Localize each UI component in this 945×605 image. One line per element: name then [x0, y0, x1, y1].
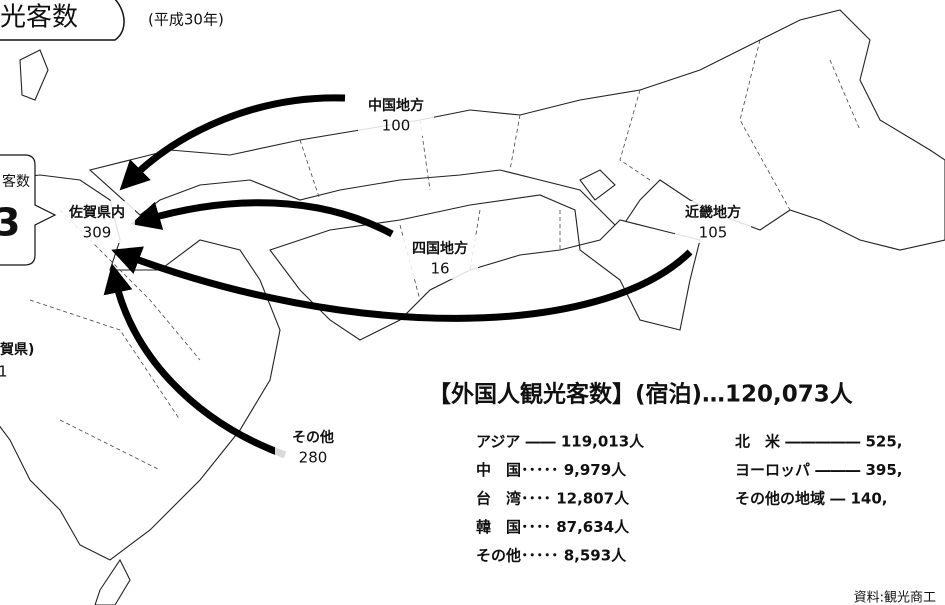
flow-name: 佐賀県内	[68, 204, 125, 221]
left-box: 客数 3	[0, 154, 57, 266]
foreign-row: 北 米 ――――― 525,	[735, 433, 902, 451]
left-note-value: 1	[0, 363, 8, 381]
flow-name: 四国地方	[412, 240, 468, 257]
left-note-label: 賀県)	[0, 341, 34, 358]
flow-label-bg	[358, 94, 434, 136]
flow-name: その他	[292, 429, 334, 446]
left-box-label: 客数	[2, 173, 30, 190]
flow-label-bg	[675, 201, 751, 243]
foreign-row: アジア ―― 119,013人	[476, 433, 645, 451]
flow-value: 309	[83, 224, 112, 242]
arrow-chugoku	[119, 94, 346, 191]
flow-label-bg	[402, 237, 478, 279]
foreign-row: ヨーロッパ ――― 395,	[735, 461, 902, 479]
foreign-row: 中 国･････ 9,979人	[476, 461, 627, 479]
source: 資料:観光商工	[854, 591, 936, 605]
landmass	[0, 9, 945, 605]
flow-value: 105	[699, 224, 728, 242]
foreign-title: 【外国人観光客数】(宿泊)…120,073人	[428, 381, 854, 408]
foreign-row: その他の地域 ― 140,	[735, 490, 887, 508]
flow-arrows	[103, 94, 693, 459]
foreign-row: 台 湾････ 12,807人	[476, 490, 630, 508]
arrow-shikoku	[130, 199, 394, 238]
flow-name: 中国地方	[368, 97, 424, 114]
title: 光客数	[0, 3, 78, 33]
flow-value: 16	[430, 260, 449, 278]
arrow-other	[103, 263, 287, 459]
flow-label-bg	[275, 426, 351, 468]
flow-value: 100	[382, 117, 411, 135]
arrow-kinki	[111, 246, 693, 322]
flow-name: 近畿地方	[685, 204, 741, 221]
flow-value: 280	[299, 449, 328, 467]
left-box-value: 3	[0, 201, 20, 245]
flow-label-bg	[59, 201, 135, 243]
year: (平成30年)	[148, 11, 224, 29]
title-box: 光客数 (平成30年)	[0, 0, 224, 41]
foreign-row: 韓 国････ 87,634人	[476, 518, 630, 536]
foreign-row: その他･････ 8,593人	[476, 547, 627, 565]
